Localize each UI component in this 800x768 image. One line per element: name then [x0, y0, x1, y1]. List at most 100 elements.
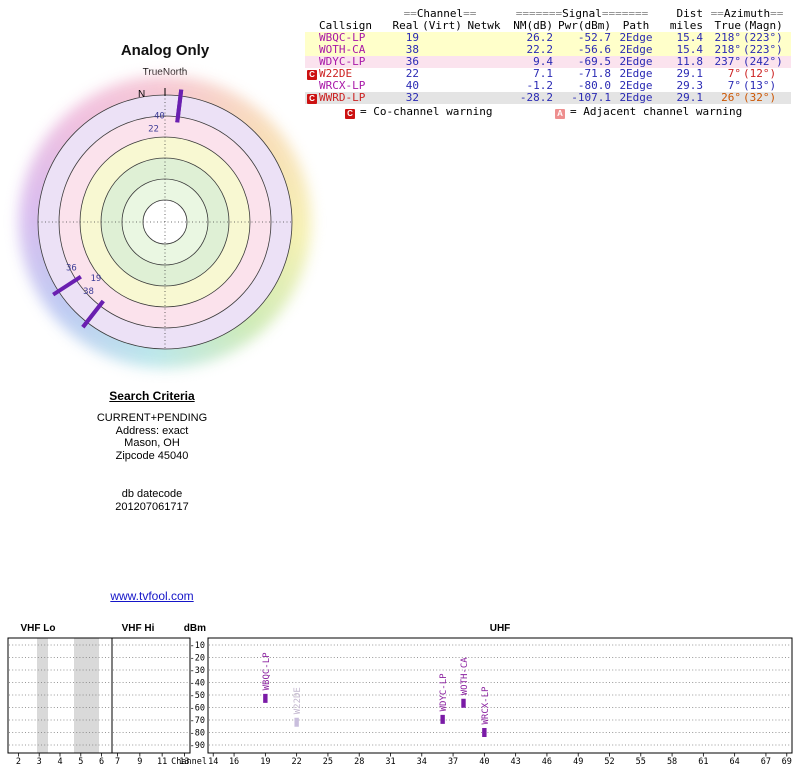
pwr-cell: -56.6 [577, 44, 611, 56]
nm-cell: 22.2 [526, 44, 554, 56]
adjacent-channel-legend-item: A = Adjacent channel warning [555, 106, 742, 119]
callsign-cell[interactable]: WOTH-CA [319, 44, 366, 56]
nm-cell: 26.2 [526, 32, 554, 44]
real-cell: 38 [405, 44, 419, 56]
signal-bar-WBQC-LP [263, 693, 268, 703]
channel-tick-label: 46 [542, 757, 552, 767]
channel-tick-label: 69 [782, 757, 792, 767]
radar-title: Analog Only [120, 42, 210, 59]
channel-tick-label: 11 [157, 757, 167, 767]
radar-channel-label: 19 [90, 274, 101, 284]
nm-cell: -28.2 [519, 92, 553, 104]
site-link-wrap: www.tvfool.com [52, 589, 252, 603]
signal-bar-W22DE [294, 717, 299, 727]
adjacent-channel-legend-text: = Adjacent channel warning [570, 105, 743, 118]
netwk-cell [463, 80, 505, 92]
virt-cell [421, 92, 463, 104]
col-magn: (Magn) [743, 20, 783, 32]
signal-group-label: Signal [562, 8, 602, 20]
signal-bar-WOTH-CA [461, 698, 466, 708]
callsign-cell[interactable]: WRCX-LP [319, 80, 366, 92]
path-cell: 2Edge [619, 32, 653, 44]
group-spacer [305, 8, 375, 20]
channel-tick-label: 22 [292, 757, 302, 767]
signal-bar-label: WDYC-LP [439, 673, 449, 712]
warning-cell: C [305, 92, 319, 104]
channel-tick-label: 49 [573, 757, 583, 767]
channel-tick-label: 19 [260, 757, 270, 767]
col-netwk: Netwk [467, 20, 501, 32]
channel-tick-label: 31 [385, 757, 395, 767]
dbm-tick-label: -10 [190, 641, 205, 651]
miles-cell: 29.1 [676, 68, 704, 80]
true-cell: 7° [727, 68, 741, 80]
dbm-tick-label: -90 [190, 741, 205, 751]
table-group-header-row: ==Channel== =======Signal======= Dist ==… [305, 8, 791, 20]
co-channel-legend-item: C = Co-channel warning [345, 106, 492, 119]
channel-group-header: ==Channel== [375, 8, 505, 20]
station-signal-table: ==Channel== =======Signal======= Dist ==… [305, 8, 791, 104]
reserved-band [37, 638, 48, 753]
channel-tick-label: 3 [37, 757, 42, 767]
magn-cell: (32°) [743, 92, 777, 104]
radar-mark-ch22 [175, 89, 184, 123]
col-miles: miles [669, 20, 703, 32]
station-row: WRCX-LP 40 -1.2 -80.0 2Edge 29.3 7° (13°) [305, 80, 791, 92]
path-cell: 2Edge [619, 68, 653, 80]
north-label: N [138, 89, 145, 100]
callsign-cell[interactable]: WWRD-LP [319, 92, 366, 104]
true-cell: 218° [714, 32, 742, 44]
real-cell: 22 [405, 68, 419, 80]
signal-group-header: =======Signal======= [505, 8, 659, 20]
rule-chars: == [710, 8, 724, 20]
band-label: VHF Hi [122, 623, 155, 634]
band-label: UHF [490, 623, 511, 634]
true-cell: 26° [721, 92, 741, 104]
virt-cell [421, 80, 463, 92]
callsign-cell[interactable]: W22DE [319, 68, 353, 80]
rule-chars: ======= [515, 8, 563, 20]
virt-cell [421, 56, 463, 68]
callsign-cell[interactable]: WBQC-LP [319, 32, 366, 44]
warning-cell: C [305, 68, 319, 80]
dbm-tick-label: -40 [190, 679, 205, 689]
channel-tick-label: 55 [636, 757, 646, 767]
real-cell: 40 [405, 80, 419, 92]
search-city: Mason, OH [124, 437, 180, 450]
channel-tick-label: 37 [448, 757, 458, 767]
channel-tick-label: 6 [99, 757, 104, 767]
signal-bar-label: WRCX-LP [481, 686, 491, 725]
station-row: WOTH-CA 38 22.2 -56.6 2Edge 15.4 218° (223°) [305, 44, 791, 56]
warning-cell [305, 32, 319, 44]
signal-bar-label: W22DE [293, 687, 303, 714]
radar-channel-label: 36 [66, 264, 77, 274]
col-pwr: Pwr(dBm) [558, 20, 611, 32]
signal-bar-label: WBQC-LP [262, 652, 272, 691]
magn-cell: (242°) [743, 56, 783, 68]
search-criteria: Search Criteria CURRENT+PENDING Address:… [52, 390, 252, 514]
adjacent-channel-warning-icon: A [555, 109, 565, 119]
channel-tick-label: 61 [698, 757, 708, 767]
channel-group-label: Channel [416, 8, 464, 20]
netwk-cell [463, 32, 505, 44]
col-real: Real [392, 20, 420, 32]
dbm-tick-label: -80 [190, 729, 205, 739]
miles-cell: 29.3 [676, 80, 704, 92]
netwk-cell [463, 68, 505, 80]
dbm-tick-label: -20 [190, 654, 205, 664]
station-row: C W22DE 22 7.1 -71.8 2Edge 29.1 7° (12°) [305, 68, 791, 80]
netwk-cell [463, 92, 505, 104]
band-label: VHF Lo [21, 623, 56, 634]
channel-tick-label: 43 [511, 757, 521, 767]
callsign-cell[interactable]: WDYC-LP [319, 56, 366, 68]
dbm-tick-label: -60 [190, 704, 205, 714]
signal-bar-WRCX-LP [482, 728, 487, 737]
real-cell: 36 [405, 56, 419, 68]
channel-tick-label: 2 [16, 757, 21, 767]
tvfool-link[interactable]: www.tvfool.com [110, 589, 194, 603]
col-virt: (Virt) [422, 20, 462, 32]
nm-cell: -1.2 [526, 80, 554, 92]
co-channel-warning-icon: C [345, 109, 355, 119]
search-criteria-heading: Search Criteria [109, 389, 195, 403]
col-path: Path [622, 20, 650, 32]
